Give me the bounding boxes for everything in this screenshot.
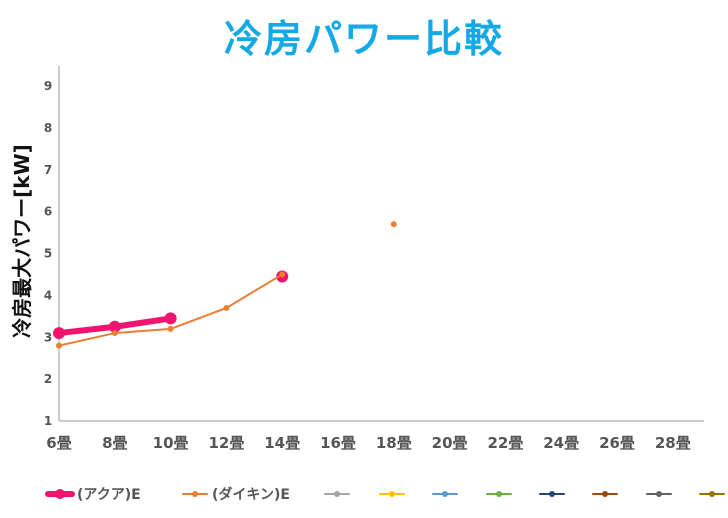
x-tick-label: 22畳 xyxy=(487,434,523,452)
data-point xyxy=(111,330,118,337)
legend-marker xyxy=(496,491,502,497)
legend-item xyxy=(699,491,725,497)
legend-label: (アクア)E xyxy=(77,487,141,503)
x-tick-label: 20畳 xyxy=(432,434,468,452)
legend-marker xyxy=(656,491,662,497)
data-point xyxy=(223,304,230,311)
y-tick-label: 2 xyxy=(44,372,52,386)
series-line-1 xyxy=(58,273,284,347)
legend-item xyxy=(486,491,512,497)
legend-item xyxy=(324,491,350,497)
y-tick-label: 9 xyxy=(44,79,52,93)
legend-item xyxy=(592,491,618,497)
x-tick-label: 18畳 xyxy=(376,434,412,452)
data-point xyxy=(164,312,177,325)
x-tick-label: 16畳 xyxy=(320,434,356,452)
y-tick-label: 8 xyxy=(44,121,52,135)
y-tick-label: 5 xyxy=(44,247,52,261)
x-tick-label: 26畳 xyxy=(599,434,635,452)
legend-item xyxy=(646,491,672,497)
data-point xyxy=(390,221,397,228)
legend-marker xyxy=(549,491,555,497)
x-tick-label: 6畳 xyxy=(46,434,71,452)
legend-item: (アクア)E xyxy=(45,487,141,503)
legend-label: (ダイキン)E xyxy=(212,486,290,503)
y-tick-label: 1 xyxy=(44,414,52,428)
x-tick-label: 10畳 xyxy=(153,434,189,452)
legend-marker xyxy=(192,491,198,497)
data-point xyxy=(53,327,65,340)
legend-marker xyxy=(709,491,715,497)
x-tick-label: 14畳 xyxy=(264,434,300,452)
y-tick-label: 7 xyxy=(44,163,52,177)
x-tick-label: 12畳 xyxy=(208,434,244,452)
x-tick-label: 28畳 xyxy=(655,434,691,452)
x-tick-label: 8畳 xyxy=(102,434,127,452)
x-tick-label: 24畳 xyxy=(543,434,579,452)
legend-marker xyxy=(55,489,65,499)
legend-item xyxy=(432,491,458,497)
y-tick-label: 4 xyxy=(44,288,52,302)
data-point xyxy=(108,320,121,333)
legend-marker xyxy=(442,491,448,497)
data-point xyxy=(167,325,174,332)
data-point xyxy=(279,271,286,278)
legend-item xyxy=(539,491,565,497)
chart-title: 冷房パワー比較 xyxy=(223,17,504,61)
legend-item xyxy=(379,491,405,497)
legend-marker xyxy=(334,491,340,497)
y-tick-label: 6 xyxy=(44,205,52,219)
y-tick-label: 3 xyxy=(44,330,52,344)
data-point xyxy=(56,342,62,349)
legend-marker xyxy=(389,491,395,497)
legend-item: (ダイキン)E xyxy=(182,486,290,503)
legend-marker xyxy=(602,491,608,497)
